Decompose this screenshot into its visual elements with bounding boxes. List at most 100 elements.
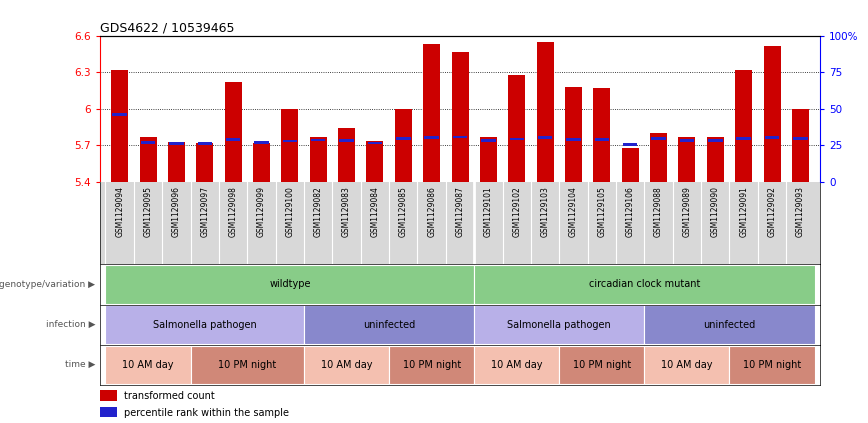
Bar	[198, 142, 212, 145]
Bar	[594, 88, 610, 182]
Text: genotype/variation ▶: genotype/variation ▶	[0, 280, 95, 289]
Bar	[621, 148, 639, 182]
Text: GSM1129106: GSM1129106	[626, 186, 635, 237]
Text: GSM1129104: GSM1129104	[569, 186, 578, 237]
Text: 10 AM day: 10 AM day	[321, 360, 372, 370]
Text: 10 AM day: 10 AM day	[122, 360, 174, 370]
Text: 10 PM night: 10 PM night	[218, 360, 276, 370]
Bar	[106, 305, 304, 344]
Text: GSM1129100: GSM1129100	[286, 186, 294, 237]
Bar	[396, 137, 411, 140]
Bar	[111, 70, 128, 182]
Bar	[253, 143, 270, 182]
Text: GSM1129098: GSM1129098	[228, 186, 238, 237]
Text: GSM1129096: GSM1129096	[172, 186, 181, 237]
Text: wildtype: wildtype	[269, 280, 311, 289]
Text: GSM1129101: GSM1129101	[483, 186, 493, 237]
Text: GSM1129094: GSM1129094	[115, 186, 124, 237]
Bar	[338, 128, 355, 182]
Text: GSM1129093: GSM1129093	[796, 186, 805, 237]
Bar	[644, 305, 814, 344]
Bar	[764, 46, 780, 182]
Bar	[424, 136, 439, 139]
Bar	[510, 138, 524, 140]
Bar	[395, 109, 411, 182]
Bar	[679, 137, 695, 182]
Bar	[736, 137, 751, 140]
Text: 10 PM night: 10 PM night	[573, 360, 631, 370]
Text: uninfected: uninfected	[703, 320, 756, 330]
Bar	[310, 137, 326, 182]
Bar	[304, 346, 389, 384]
Bar	[565, 87, 582, 182]
Bar	[650, 133, 667, 182]
Bar	[366, 140, 384, 182]
Text: GSM1129089: GSM1129089	[682, 186, 692, 237]
Bar	[735, 70, 753, 182]
Text: uninfected: uninfected	[363, 320, 415, 330]
Text: GSM1129087: GSM1129087	[456, 186, 464, 237]
Bar	[480, 137, 496, 182]
Text: Salmonella pathogen: Salmonella pathogen	[153, 320, 257, 330]
Bar	[481, 140, 496, 142]
Text: circadian clock mutant: circadian clock mutant	[589, 280, 700, 289]
Bar	[792, 109, 809, 182]
Text: GDS4622 / 10539465: GDS4622 / 10539465	[100, 22, 234, 35]
Text: 10 AM day: 10 AM day	[491, 360, 542, 370]
Bar	[311, 139, 326, 141]
Bar	[595, 138, 609, 140]
Bar	[100, 407, 117, 417]
Text: GSM1129085: GSM1129085	[398, 186, 408, 237]
Bar	[304, 305, 474, 344]
Bar	[339, 139, 354, 142]
Bar	[113, 113, 127, 116]
Bar	[509, 75, 525, 182]
Text: GSM1129091: GSM1129091	[740, 186, 748, 237]
Bar	[793, 137, 807, 140]
Text: GSM1129095: GSM1129095	[143, 186, 153, 237]
Text: GSM1129082: GSM1129082	[313, 186, 323, 237]
Bar	[474, 305, 644, 344]
Bar	[424, 44, 440, 182]
Bar	[283, 140, 297, 142]
Bar	[474, 346, 559, 384]
Bar	[536, 42, 554, 182]
Text: GSM1129099: GSM1129099	[257, 186, 266, 237]
Bar	[707, 137, 724, 182]
Bar	[765, 136, 779, 139]
Bar	[389, 346, 474, 384]
Bar	[368, 142, 382, 144]
Bar	[453, 136, 467, 138]
Bar	[140, 137, 156, 182]
Bar	[566, 138, 581, 141]
Bar	[196, 143, 214, 182]
Bar	[651, 137, 666, 140]
Text: GSM1129105: GSM1129105	[597, 186, 607, 237]
Bar	[168, 142, 185, 182]
Bar	[623, 143, 637, 146]
Bar	[559, 346, 644, 384]
Text: percentile rank within the sample: percentile rank within the sample	[124, 408, 289, 418]
Bar	[680, 139, 694, 142]
Text: 10 AM day: 10 AM day	[661, 360, 713, 370]
Bar	[226, 138, 240, 141]
Bar	[191, 346, 304, 384]
Text: GSM1129092: GSM1129092	[767, 186, 777, 237]
Text: GSM1129102: GSM1129102	[512, 186, 522, 237]
Text: 10 PM night: 10 PM night	[403, 360, 461, 370]
Bar	[106, 346, 191, 384]
Bar	[538, 136, 552, 139]
Text: GSM1129084: GSM1129084	[371, 186, 379, 237]
Text: time ▶: time ▶	[65, 360, 95, 369]
Bar	[169, 142, 184, 145]
Text: GSM1129097: GSM1129097	[201, 186, 209, 237]
Bar	[254, 141, 269, 143]
Bar	[281, 109, 299, 182]
Text: GSM1129088: GSM1129088	[654, 186, 663, 237]
Text: GSM1129086: GSM1129086	[427, 186, 437, 237]
Bar	[474, 265, 814, 304]
Text: Salmonella pathogen: Salmonella pathogen	[508, 320, 611, 330]
Bar	[708, 139, 722, 142]
Text: infection ▶: infection ▶	[46, 320, 95, 329]
Text: GSM1129103: GSM1129103	[541, 186, 549, 237]
